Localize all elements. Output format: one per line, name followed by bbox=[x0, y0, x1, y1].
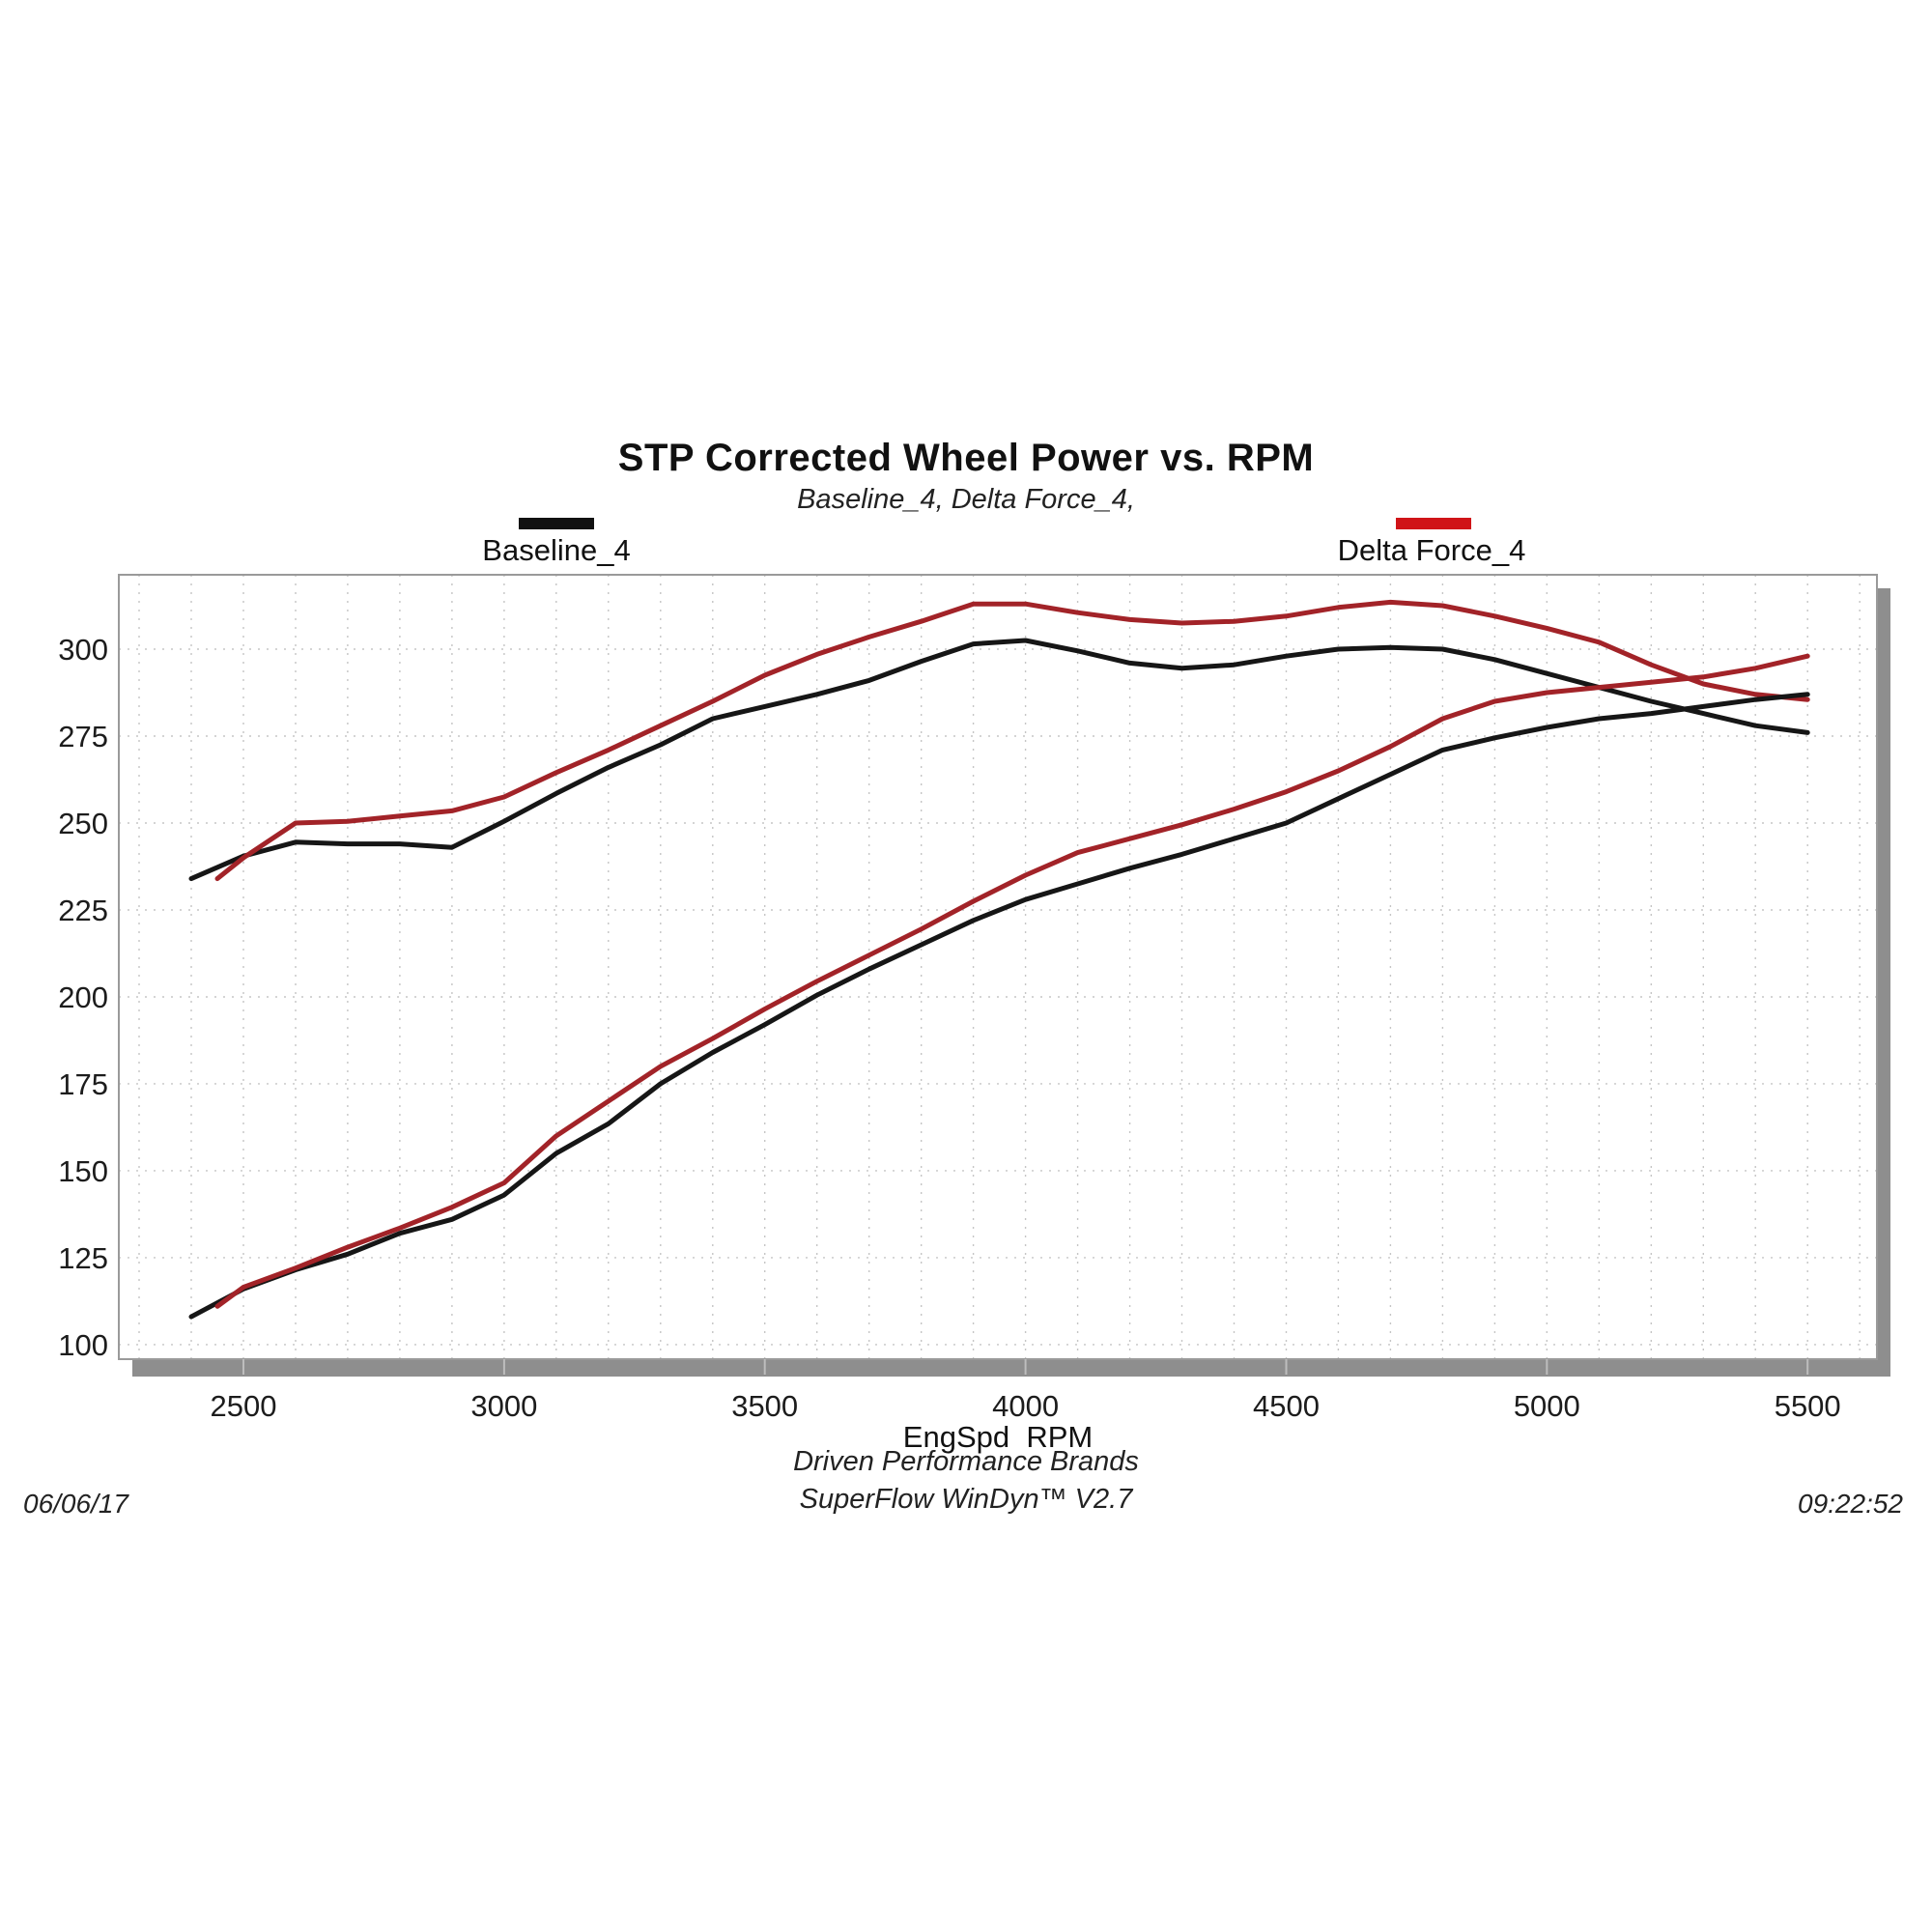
footer-brand-line: Driven Performance Brands bbox=[793, 1446, 1139, 1477]
y-tick-label: 150 bbox=[58, 1154, 108, 1188]
y-tick-label: 125 bbox=[58, 1241, 108, 1275]
legend-label-baseline: Baseline_4 bbox=[482, 533, 631, 567]
y-tick-label: 225 bbox=[58, 894, 108, 927]
x-axis-title: EngSpd RPM bbox=[902, 1420, 1094, 1454]
plot-shadow-bottom bbox=[132, 1359, 1890, 1377]
series-curve-3 bbox=[214, 653, 1810, 1309]
y-tick-label: 250 bbox=[58, 807, 108, 840]
series-curve-2 bbox=[188, 692, 1810, 1320]
x-tick-label: 5000 bbox=[1514, 1389, 1580, 1423]
y-tick-label: 200 bbox=[58, 980, 108, 1014]
x-tick-label: 3500 bbox=[731, 1389, 798, 1423]
plot-border bbox=[118, 574, 1878, 1360]
series-curve-0 bbox=[188, 638, 1810, 882]
legend-swatch-baseline bbox=[519, 518, 594, 529]
footer-software-line: SuperFlow WinDyn™ V2.7 bbox=[799, 1484, 1133, 1515]
y-tick-label: 275 bbox=[58, 720, 108, 753]
plot-shadow-right bbox=[1877, 588, 1890, 1373]
y-tick-label: 175 bbox=[58, 1067, 108, 1101]
time-stamp: 09:22:52 bbox=[1798, 1489, 1903, 1519]
x-tick-label: 2500 bbox=[211, 1389, 277, 1423]
legend-label-delta-force: Delta Force_4 bbox=[1337, 533, 1526, 567]
chart-title: STP Corrected Wheel Power vs. RPM bbox=[617, 437, 1315, 479]
x-tick-label: 4000 bbox=[992, 1389, 1059, 1423]
y-tick-label: 100 bbox=[58, 1328, 108, 1362]
x-tick-label: 3000 bbox=[470, 1389, 537, 1423]
date-stamp: 06/06/17 bbox=[23, 1489, 128, 1519]
series-curve-1 bbox=[214, 599, 1810, 882]
x-tick-label: 4500 bbox=[1253, 1389, 1320, 1423]
chart-subtitle: Baseline_4, Delta Force_4, bbox=[797, 484, 1135, 515]
x-tick-label: 5500 bbox=[1775, 1389, 1841, 1423]
y-tick-label: 300 bbox=[58, 633, 108, 667]
legend-swatch-delta-force bbox=[1396, 518, 1471, 529]
